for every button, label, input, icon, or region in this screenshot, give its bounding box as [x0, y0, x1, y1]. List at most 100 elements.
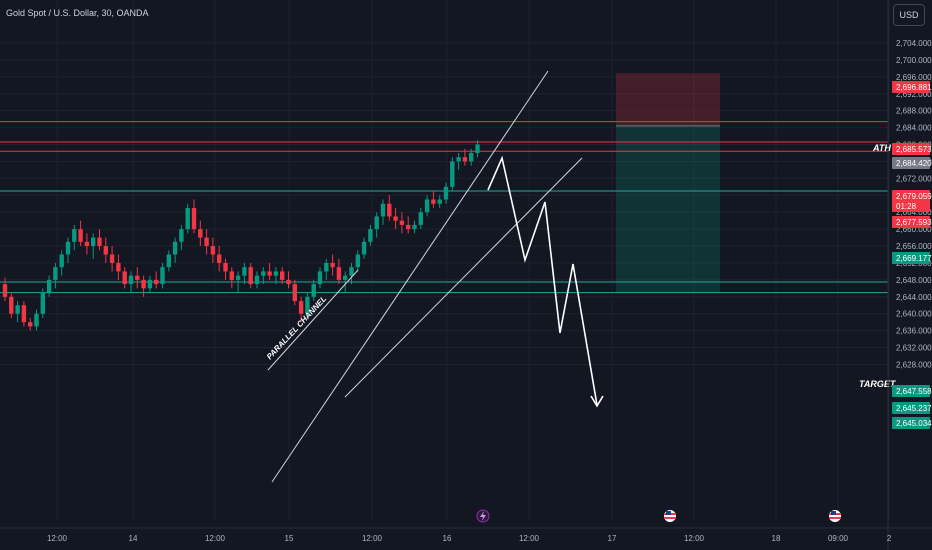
candle-body [40, 292, 45, 314]
stop-loss-zone [616, 73, 720, 126]
candle-body [273, 271, 279, 276]
channel-upper-line [271, 70, 549, 483]
price-badge-label: 2,645.034 [896, 419, 932, 428]
time-tick-label: 12:00 [684, 534, 705, 543]
candle-body [475, 144, 480, 153]
candle-body [355, 254, 360, 268]
price-tick-label: 2,704.000 [896, 39, 932, 48]
price-badge [892, 216, 930, 228]
price-badge [892, 190, 930, 212]
price-tick-label: 2,700.000 [896, 56, 932, 65]
candle-body [437, 199, 442, 204]
price-tick-label: 2,636.000 [896, 327, 932, 336]
candle-body [46, 279, 52, 293]
time-tick-label: 12:00 [362, 534, 383, 543]
candle-body [172, 241, 178, 255]
candle-body [21, 305, 27, 323]
candle-body [135, 275, 140, 280]
price-badge-label: 2,684.420 [896, 159, 932, 168]
flag-stripe [829, 517, 841, 519]
time-axis[interactable]: 12:00 14 12:00 15 12:00 16 12:00 17 12:00 18 09:00… [0, 527, 932, 543]
price-tick-label: 2,632.000 [896, 344, 932, 353]
trend-drawings[interactable] [267, 70, 604, 483]
channel-lower-line [344, 157, 583, 398]
candle-body [317, 271, 323, 285]
price-badge-label: 2,647.558 [896, 387, 932, 396]
price-badge-label: 2,696.881 [896, 83, 932, 92]
candle-body [412, 224, 417, 230]
price-tick-label: 2,696.000 [896, 73, 932, 82]
candle-body [431, 199, 436, 204]
price-tick-label: 2,628.000 [896, 360, 932, 369]
candle-body [147, 279, 153, 289]
position-tool[interactable] [616, 73, 720, 293]
price-badge-label: 2,679.055 [896, 192, 932, 201]
price-badge [892, 252, 930, 264]
price-tick-label: 2,688.000 [896, 107, 932, 116]
candle-body [286, 279, 291, 285]
candle-body [349, 267, 354, 276]
candle-body [97, 237, 102, 247]
candle-body [254, 275, 260, 285]
candlestick-series [2, 140, 480, 331]
candle-body [443, 186, 449, 200]
candle-body [242, 267, 247, 276]
candle-body [305, 296, 310, 314]
candle-body [141, 279, 146, 289]
candle-body [65, 241, 71, 255]
time-tick-label: 09:00 [828, 534, 849, 543]
candle-body [191, 207, 197, 230]
time-tick-label: 12:00 [205, 534, 226, 543]
candle-body [198, 229, 203, 238]
candle-body [2, 284, 8, 297]
currency-button[interactable]: USD [893, 4, 925, 26]
price-tick-label: 2,684.000 [896, 124, 932, 133]
candle-body [361, 241, 367, 255]
candle-body [91, 237, 96, 247]
price-badges: 2,696.881 2,685.573 2,684.420 2,679.05501:2… [892, 81, 932, 429]
candle-body [368, 229, 373, 242]
time-tick-label: 14 [129, 534, 138, 543]
target-label: TARGET [859, 379, 897, 389]
price-tick-label: 2,664.000 [896, 208, 932, 217]
candle-body [380, 203, 386, 217]
projection-arrowhead [590, 395, 604, 408]
time-tick-label: 17 [608, 534, 617, 543]
candle-body [28, 322, 33, 327]
time-tick-label: 15 [285, 534, 294, 543]
price-badge-label: 2,669.177 [896, 254, 932, 263]
price-badge-label: 2,685.573 [896, 145, 932, 154]
candle-body [128, 275, 134, 285]
candle-body [78, 229, 83, 242]
candle-body [84, 241, 90, 247]
time-tick-label: 12:00 [47, 534, 68, 543]
price-badge [892, 157, 930, 169]
time-tick-label: 2 [887, 534, 892, 543]
candle-body [185, 207, 190, 230]
candle-body [343, 275, 348, 280]
candle-body [462, 157, 468, 162]
price-tick-label: 2,672.000 [896, 174, 932, 183]
candle-body [418, 212, 423, 225]
lightning-glyph [480, 511, 486, 521]
parallel-channel-label: PARALLEL CHANNEL [265, 294, 328, 361]
price-badge [892, 143, 930, 155]
candle-body [59, 254, 64, 268]
candle-body [399, 220, 405, 225]
candle-body [456, 157, 461, 162]
candle-body [330, 262, 335, 268]
candle-body [324, 262, 329, 272]
candle-body [248, 267, 253, 285]
candle-body [34, 313, 39, 327]
time-tick-label: 12:00 [519, 534, 540, 543]
flag-stripe [664, 517, 676, 519]
candle-body [109, 254, 115, 263]
candle-body [179, 229, 184, 242]
candle-body [154, 279, 159, 285]
candle-body [235, 275, 241, 280]
candle-body [387, 203, 392, 217]
candle-body [292, 284, 297, 302]
candle-body [267, 271, 272, 276]
price-tick-label: 2,644.000 [896, 293, 932, 302]
